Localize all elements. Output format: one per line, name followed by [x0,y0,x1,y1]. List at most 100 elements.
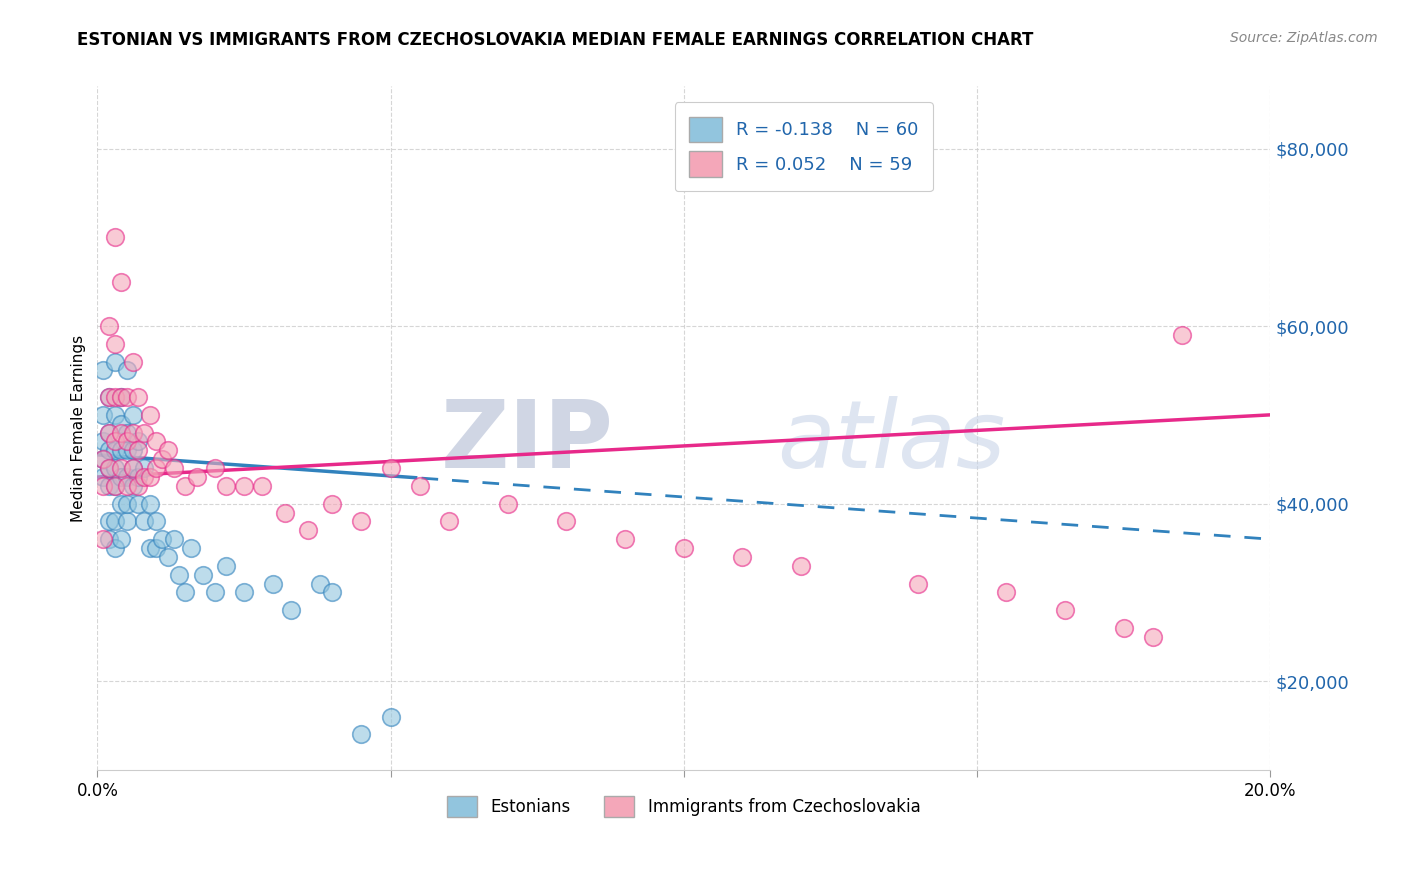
Point [104,479,127,493]
Point [380,461,402,475]
Point [309,576,332,591]
Point [115,497,138,511]
Point [121,408,143,422]
Point [169,567,191,582]
Point [91,452,114,467]
Point [139,541,162,555]
Point [110,417,132,431]
Point [134,470,156,484]
Point [321,497,343,511]
Point [995,585,1018,599]
Point [91,408,114,422]
Point [1142,630,1164,644]
Point [91,363,114,377]
Point [98,319,121,334]
Point [233,479,256,493]
Point [121,354,143,368]
Point [233,585,256,599]
Point [127,497,149,511]
Point [91,434,114,449]
Point [98,461,121,475]
Point [150,452,173,467]
Point [110,425,132,440]
Point [110,390,132,404]
Point [98,532,121,546]
Point [110,470,132,484]
Point [280,603,302,617]
Point [98,425,121,440]
Point [156,549,179,564]
Point [162,532,184,546]
Point [350,515,373,529]
Point [104,390,127,404]
Point [297,523,319,537]
Point [115,479,138,493]
Point [162,461,184,475]
Point [274,506,297,520]
Point [104,354,127,368]
Text: Source: ZipAtlas.com: Source: ZipAtlas.com [1230,31,1378,45]
Point [204,461,226,475]
Point [321,585,343,599]
Point [98,390,121,404]
Point [121,461,143,475]
Point [350,727,373,741]
Point [110,390,132,404]
Point [1053,603,1076,617]
Point [115,390,138,404]
Point [555,515,578,529]
Point [134,425,156,440]
Legend: Estonians, Immigrants from Czechoslovakia: Estonians, Immigrants from Czechoslovaki… [440,789,927,823]
Point [110,532,132,546]
Point [139,408,162,422]
Point [115,443,138,458]
Point [145,461,167,475]
Point [110,275,132,289]
Point [215,558,238,573]
Text: ZIP: ZIP [440,396,613,488]
Point [186,470,208,484]
Point [139,470,162,484]
Y-axis label: Median Female Earnings: Median Female Earnings [72,334,86,522]
Text: atlas: atlas [778,396,1005,487]
Point [174,479,197,493]
Point [91,479,114,493]
Point [134,461,156,475]
Point [104,515,127,529]
Point [790,558,813,573]
Point [150,532,173,546]
Point [145,434,167,449]
Point [127,479,149,493]
Point [127,434,149,449]
Point [145,515,167,529]
Point [98,443,121,458]
Point [127,390,149,404]
Point [174,585,197,599]
Point [191,567,214,582]
Point [139,497,162,511]
Point [104,230,127,244]
Point [110,443,132,458]
Point [614,532,637,546]
Point [156,443,179,458]
Point [104,443,127,458]
Point [91,452,114,467]
Point [380,710,402,724]
Point [98,479,121,493]
Point [409,479,432,493]
Point [121,425,143,440]
Point [672,541,695,555]
Point [496,497,519,511]
Point [115,434,138,449]
Point [104,336,127,351]
Point [104,461,127,475]
Point [204,585,226,599]
Point [250,479,273,493]
Point [1112,621,1135,635]
Point [121,461,143,475]
Point [110,461,132,475]
Point [907,576,929,591]
Text: ESTONIAN VS IMMIGRANTS FROM CZECHOSLOVAKIA MEDIAN FEMALE EARNINGS CORRELATION CH: ESTONIAN VS IMMIGRANTS FROM CZECHOSLOVAK… [77,31,1033,49]
Point [262,576,284,591]
Point [121,479,143,493]
